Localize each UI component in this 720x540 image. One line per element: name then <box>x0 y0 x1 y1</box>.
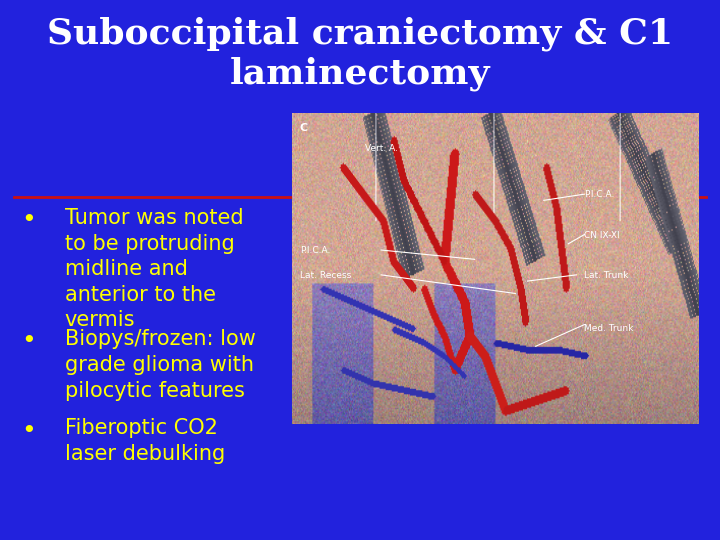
Text: P.I.C.A.: P.I.C.A. <box>585 190 615 199</box>
Text: Lat. Recess: Lat. Recess <box>300 271 351 280</box>
Text: Lat. Trunk: Lat. Trunk <box>585 271 629 280</box>
Text: CN IX-XI: CN IX-XI <box>585 231 620 240</box>
Text: Tumor was noted
to be protruding
midline and
anterior to the
vermis: Tumor was noted to be protruding midline… <box>65 208 243 330</box>
Text: C: C <box>300 123 308 133</box>
Text: Fiberoptic CO2
laser debulking: Fiberoptic CO2 laser debulking <box>65 418 225 464</box>
Text: •: • <box>22 208 36 232</box>
Text: Vert. A.: Vert. A. <box>365 144 398 153</box>
Text: •: • <box>22 418 36 442</box>
Text: Suboccipital craniectomy & C1
laminectomy: Suboccipital craniectomy & C1 laminectom… <box>47 16 673 91</box>
Text: •: • <box>22 329 36 353</box>
Text: Med. Trunk: Med. Trunk <box>585 324 634 333</box>
Text: P.I.C.A.: P.I.C.A. <box>300 246 330 255</box>
Text: Biopys/frozen: low
grade glioma with
pilocytic features: Biopys/frozen: low grade glioma with pil… <box>65 329 256 401</box>
